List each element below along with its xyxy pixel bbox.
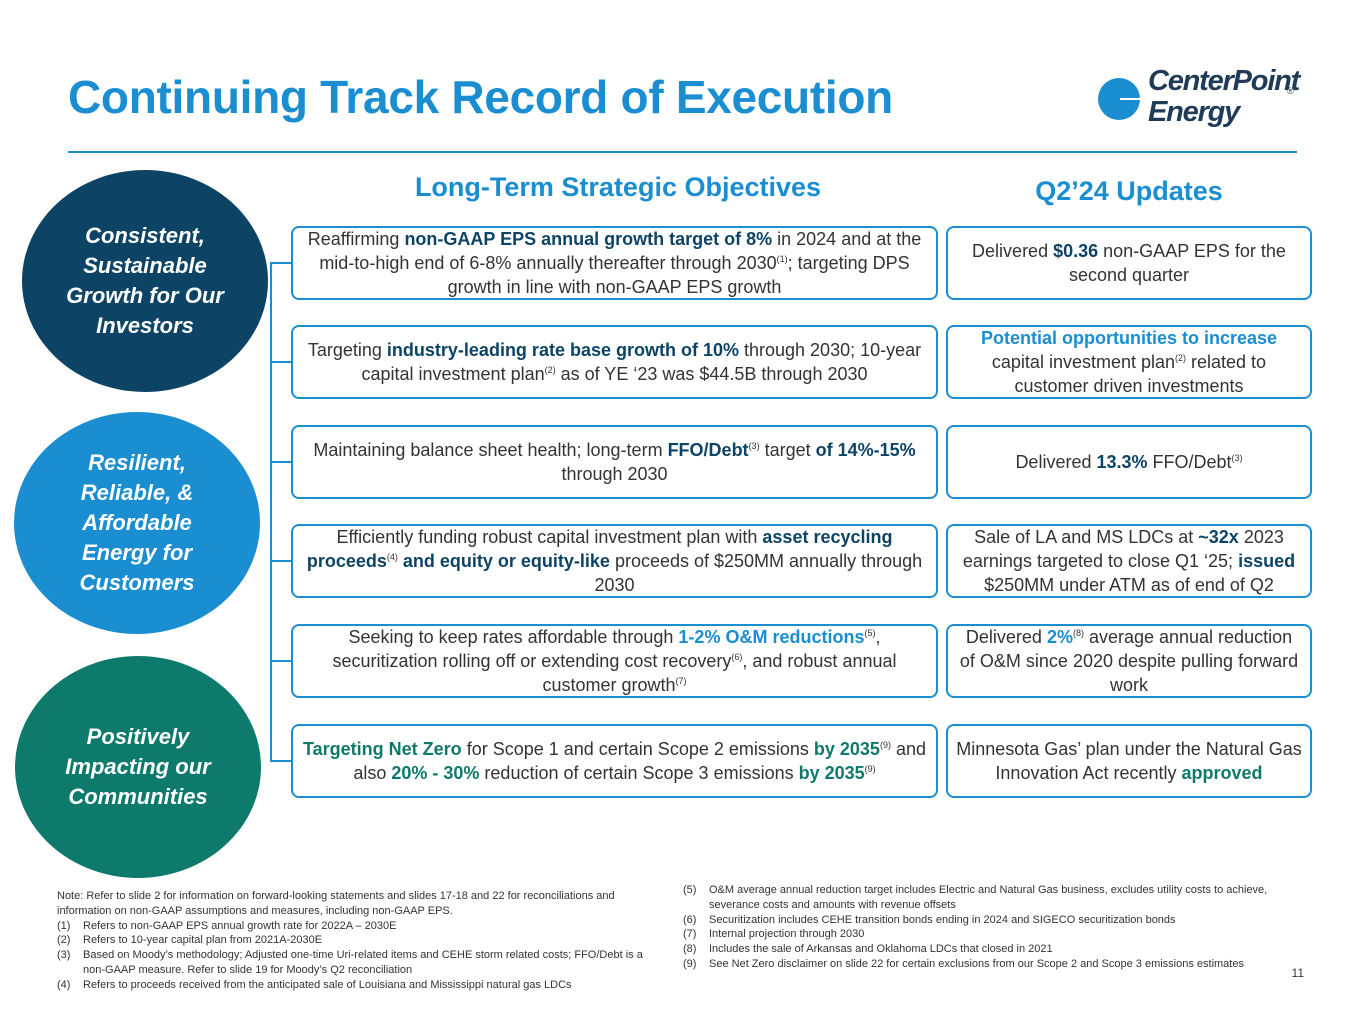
logo-registered: ® [1287, 86, 1294, 96]
objectives-header: Long-Term Strategic Objectives [414, 172, 822, 202]
update-capital-plan: Potential opportunities to increase capi… [946, 325, 1312, 399]
update-om-reduction: Delivered 2%(8) average annual reduction… [946, 624, 1312, 698]
footnote-item: (8) Includes the sale of Arkansas and Okl… [683, 943, 1053, 956]
update-ffo-debt: Delivered 13.3% FFO/Debt(3) [946, 425, 1312, 499]
footnote-item: (6) Securitization includes CEHE transiti… [683, 913, 1176, 926]
logo-wordmark: CenterPoint Energy [1148, 65, 1300, 128]
objective-balance-sheet: Maintaining balance sheet health; long-t… [291, 425, 938, 499]
footnotes-left: Note: Refer to slide 2 for information o… [57, 889, 667, 993]
objective-rate-base: Targeting industry-leading rate base gro… [291, 325, 938, 399]
update-minnesota-gas: Minnesota Gas’ plan under the Natural Ga… [946, 724, 1312, 798]
centerpoint-logo: CenterPoint Energy ® [1098, 65, 1300, 138]
footnotes-right: (5) O&M average annual reduction target i… [683, 883, 1268, 972]
page-number: 11 [1291, 966, 1304, 980]
pillar-investors: Consistent, Sustainable Growth for Our I… [22, 170, 268, 392]
bracket-tick [270, 660, 292, 662]
footnote-item: (2) Refers to 10-year capital plan from 2… [57, 934, 323, 947]
bracket-tick [270, 262, 292, 264]
objective-funding: Efficiently funding robust capital inves… [291, 524, 938, 598]
footnote-item: (1) Refers to non-GAAP EPS annual growth … [57, 919, 397, 932]
bracket-tick [270, 361, 292, 363]
footnote-intro: Note: Refer to slide 2 for information o… [57, 890, 615, 917]
bracket-tick [270, 461, 292, 463]
bracket-connector [270, 262, 292, 762]
bracket-tick [270, 760, 292, 762]
objective-net-zero: Targeting Net Zero for Scope 1 and certa… [291, 724, 938, 798]
objective-affordability: Seeking to keep rates affordable through… [291, 624, 938, 698]
logo-line-icon [1120, 98, 1168, 100]
objective-eps-growth: Reaffirming non-GAAP EPS annual growth t… [291, 226, 938, 300]
footnote-item: (4) Refers to proceeds received from the … [57, 978, 572, 991]
pillar-communities: Positively Impacting our Communities [15, 656, 261, 878]
update-asset-sale: Sale of LA and MS LDCs at ~32x 2023 earn… [946, 524, 1312, 598]
bracket-tick [270, 560, 292, 562]
footnote-item: (5) O&M average annual reduction target i… [683, 884, 1268, 911]
footnote-item: (7) Internal projection through 2030 [683, 928, 865, 941]
updates-header: Q2’24 Updates [1035, 176, 1223, 206]
title-divider [68, 151, 1297, 153]
footnote-item: (3) Based on Moody’s methodology; Adjuste… [57, 949, 643, 976]
update-eps: Delivered $0.36 non-GAAP EPS for the sec… [946, 226, 1312, 300]
pillar-customers: Resilient, Reliable, & Affordable Energy… [14, 412, 260, 634]
footnote-item: (9) See Net Zero disclaimer on slide 22 f… [683, 957, 1244, 970]
page-title: Continuing Track Record of Execution [68, 71, 893, 123]
